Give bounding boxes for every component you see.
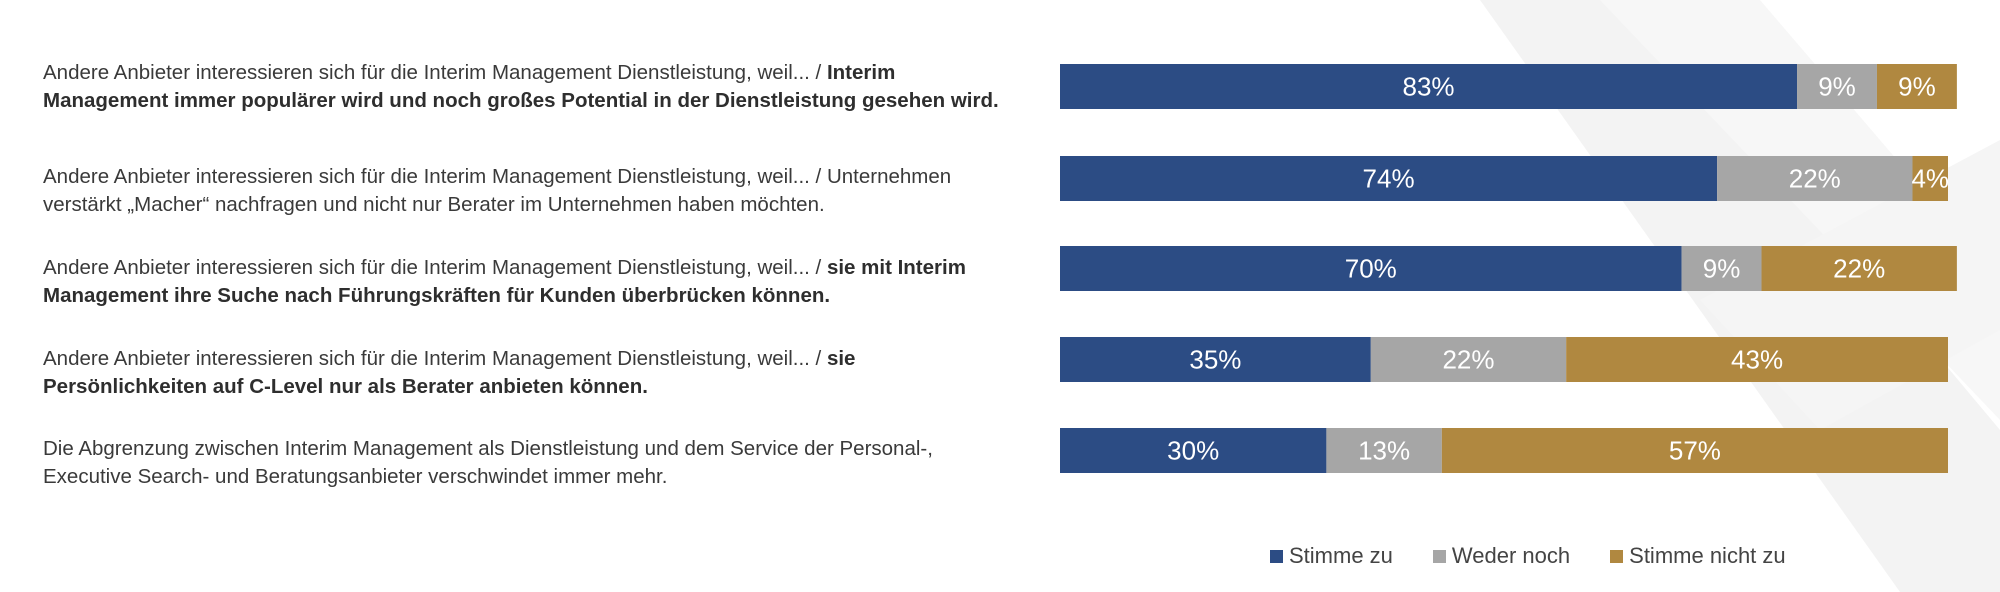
data-label: 22%	[1833, 254, 1885, 284]
bar-segment	[1060, 64, 1798, 109]
bar-segment	[1060, 428, 1327, 473]
bar-segment	[1060, 337, 1371, 382]
bar-segment	[1797, 64, 1877, 109]
category-label: Andere Anbieter interessieren sich für d…	[43, 256, 966, 307]
data-label: 9%	[1703, 254, 1741, 284]
data-label: 9%	[1898, 72, 1936, 102]
legend-swatch	[1610, 549, 1624, 563]
legend-item-neutral: Weder noch	[1432, 543, 1571, 569]
data-label: 35%	[1189, 345, 1241, 375]
data-label: 43%	[1731, 345, 1783, 375]
data-label: 9%	[1818, 72, 1856, 102]
data-label: 4%	[1911, 164, 1949, 194]
legend-item-agree: Stimme zu	[1270, 543, 1393, 569]
legend-label: Weder noch	[1451, 543, 1571, 568]
bar-segment	[1370, 337, 1567, 382]
bar-segment	[1912, 156, 1948, 201]
category-label: Andere Anbieter interessieren sich für d…	[43, 347, 856, 398]
bar-segment	[1326, 428, 1442, 473]
bar-segment	[1761, 246, 1957, 291]
category-label: Die Abgrenzung zwischen Interim Manageme…	[43, 437, 933, 488]
bar-segment	[1681, 246, 1762, 291]
bar-segment	[1717, 156, 1913, 201]
data-label: 22%	[1789, 164, 1841, 194]
data-label: 70%	[1345, 254, 1397, 284]
bar-segment	[1876, 64, 1957, 109]
legend-swatch	[1432, 549, 1446, 563]
legend-label: Stimme zu	[1289, 543, 1393, 568]
data-label: 13%	[1358, 436, 1410, 466]
bar-segment	[1060, 246, 1682, 291]
data-label: 22%	[1442, 345, 1494, 375]
bar-segment	[1060, 156, 1718, 201]
bar-segment	[1566, 337, 1948, 382]
data-label: 74%	[1363, 164, 1415, 194]
legend-label: Stimme nicht zu	[1629, 543, 1786, 568]
data-label: 83%	[1402, 72, 1454, 102]
data-label: 30%	[1167, 436, 1219, 466]
legend-item-disagree: Stimme nicht zu	[1610, 543, 1786, 569]
bar-segment	[1441, 428, 1948, 473]
legend: Stimme zu Weder noch Stimme nicht zu	[1270, 540, 1826, 572]
data-label: 57%	[1669, 436, 1721, 466]
category-label: Andere Anbieter interessieren sich für d…	[43, 61, 999, 112]
legend-swatch	[1270, 549, 1283, 563]
category-label: Andere Anbieter interessieren sich für d…	[43, 165, 952, 216]
